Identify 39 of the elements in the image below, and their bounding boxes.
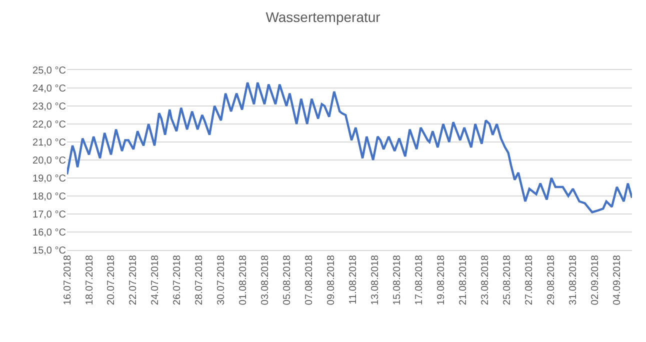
chart-title: Wassertemperatur [266, 9, 381, 25]
x-tick-label: 18.07.2018 [84, 254, 96, 306]
y-tick-label: 21,0 °C [32, 138, 66, 148]
x-tick-label: 22.07.2018 [128, 254, 140, 306]
line-series [67, 82, 632, 214]
x-tick-label: 20.07.2018 [106, 254, 118, 306]
y-tick-label: 20,0 °C [32, 156, 66, 166]
x-tick-label: 07.08.2018 [304, 254, 316, 306]
x-tick-label: 31.08.2018 [568, 254, 580, 306]
x-tick-label: 27.08.2018 [524, 254, 536, 306]
y-tick-label: 19,0 °C [32, 174, 66, 184]
x-tick-label: 16.07.2018 [62, 254, 74, 306]
x-tick-label: 09.08.2018 [326, 254, 338, 306]
x-tick-label: 03.08.2018 [260, 254, 272, 306]
x-tick-label: 29.08.2018 [546, 254, 558, 306]
x-tick-label: 23.08.2018 [480, 254, 492, 306]
x-tick-label: 17.08.2018 [414, 254, 426, 306]
y-tick-label: 15,0 °C [32, 246, 66, 256]
x-tick-label: 13.08.2018 [370, 254, 382, 306]
x-tick-label: 24.07.2018 [150, 254, 162, 306]
y-tick-label: 16,0 °C [32, 228, 66, 238]
x-tick-label: 25.08.2018 [502, 254, 514, 306]
x-tick-label: 26.07.2018 [172, 254, 184, 306]
x-tick-label: 11.08.2018 [348, 254, 360, 304]
x-tick-label: 30.07.2018 [216, 254, 228, 306]
x-tick-label: 04.09.2018 [612, 254, 624, 306]
x-tick-label: 21.08.2018 [458, 254, 470, 306]
x-tick-label: 01.08.2018 [238, 254, 250, 306]
x-tick-label: 28.07.2018 [194, 254, 206, 306]
y-tick-label: 22,0 °C [32, 120, 66, 130]
x-tick-label: 19.08.2018 [436, 254, 448, 306]
y-tick-label: 24,0 °C [32, 84, 66, 94]
x-tick-label: 02.09.2018 [590, 254, 602, 306]
x-tick-label: 05.08.2018 [282, 254, 294, 306]
y-tick-label: 25,0 °C [32, 66, 66, 76]
y-tick-label: 23,0 °C [32, 102, 66, 112]
x-tick-label: 15.08.2018 [392, 254, 404, 306]
y-tick-label: 18,0 °C [32, 192, 66, 202]
y-tick-label: 17,0 °C [32, 210, 66, 220]
